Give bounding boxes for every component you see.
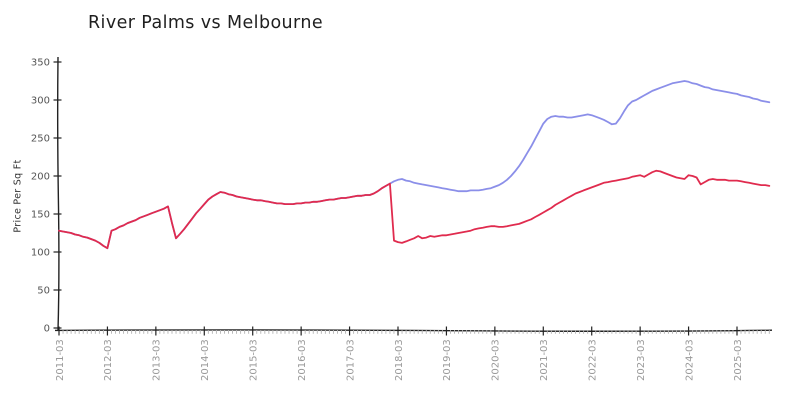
y-tick-label: 350 xyxy=(31,58,50,69)
x-tick-label: 2015-03 xyxy=(249,339,260,381)
x-tick-label: 2025-03 xyxy=(733,339,744,381)
x-tick-label: 2023-03 xyxy=(636,339,647,381)
x-tick-label: 2014-03 xyxy=(200,339,211,381)
y-tick-label: 250 xyxy=(31,134,50,145)
x-tick-label: 2018-03 xyxy=(394,339,405,381)
x-tick-label: 2013-03 xyxy=(152,339,163,381)
y-axis-line xyxy=(56,56,60,331)
x-tick-label: 2022-03 xyxy=(588,339,599,381)
chart-title: River Palms vs Melbourne xyxy=(88,13,323,33)
x-tick-label: 2021-03 xyxy=(539,339,550,381)
y-tick-label: 150 xyxy=(31,210,50,221)
x-tick-label: 2024-03 xyxy=(684,339,695,381)
x-tick-label: 2017-03 xyxy=(345,339,356,381)
y-tick-label: 50 xyxy=(37,286,50,297)
x-tick-label: 2020-03 xyxy=(491,339,502,381)
x-tick-label: 2016-03 xyxy=(297,339,308,381)
x-tick-label: 2011-03 xyxy=(55,339,66,381)
y-tick-label: 200 xyxy=(31,172,50,183)
y-tick-label: 100 xyxy=(31,248,50,259)
river-palms-line xyxy=(58,169,771,250)
x-tick-label: 2012-03 xyxy=(103,339,114,381)
y-tick-label: 300 xyxy=(31,96,50,107)
y-tick-label: 0 xyxy=(44,324,50,335)
melbourne-line xyxy=(58,80,771,250)
x-tick-label: 2019-03 xyxy=(442,339,453,381)
